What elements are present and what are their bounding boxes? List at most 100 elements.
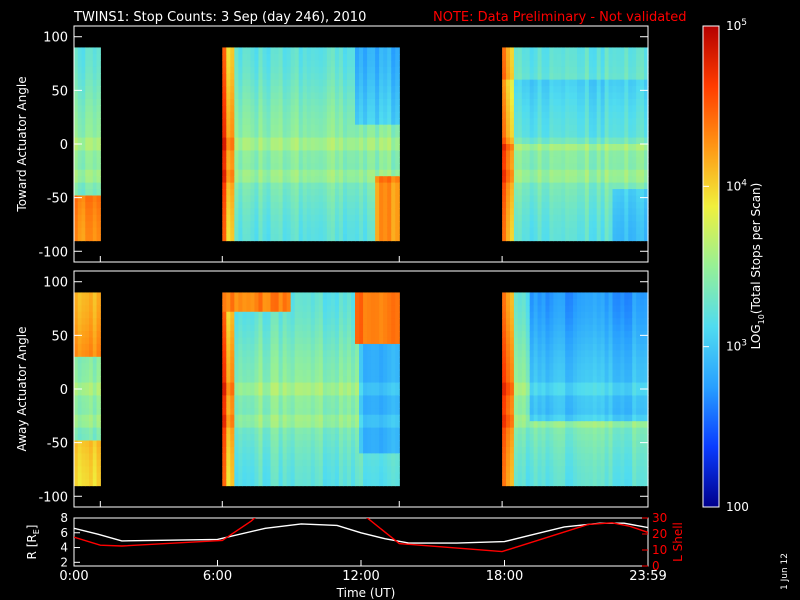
heatmap-cell [533, 47, 539, 55]
heatmap-cell [314, 414, 320, 422]
heatmap-cell [92, 376, 98, 384]
heatmap-cell [580, 150, 586, 158]
heatmap-cell [250, 208, 256, 216]
heatmap-cell [549, 311, 554, 319]
y-tick-label: -50 [47, 192, 68, 207]
heatmap-cell [584, 440, 590, 448]
heatmap-cell [89, 369, 94, 377]
heatmap-cell [355, 343, 360, 351]
heatmap-cell [604, 124, 610, 132]
heatmap-cell [533, 472, 539, 480]
heatmap-cell [580, 118, 586, 126]
heatmap-cell [545, 324, 551, 332]
heatmap-cell [502, 208, 507, 216]
heatmap-cell [230, 163, 235, 171]
heatmap-cell [509, 446, 515, 454]
heatmap-cell [351, 318, 356, 326]
heatmap-cell [537, 408, 543, 416]
heatmap-cell [600, 124, 606, 132]
heatmap-cell [557, 324, 562, 332]
heatmap-cell [600, 227, 606, 235]
heatmap-cell [363, 459, 368, 467]
heatmap-cell [238, 227, 243, 235]
heatmap-cell [92, 324, 98, 332]
heatmap-cell [282, 401, 288, 409]
heatmap-cell [342, 331, 348, 339]
heatmap-cell [541, 227, 547, 235]
heatmap-cell [620, 169, 625, 177]
heatmap-cell [342, 421, 348, 429]
heatmap-cell [513, 298, 519, 306]
heatmap-cell [521, 389, 527, 397]
heatmap-cell [310, 182, 316, 190]
heatmap-cell [81, 53, 86, 61]
heatmap-cell [584, 376, 590, 384]
heatmap-cell [506, 208, 511, 216]
heatmap-cell [363, 131, 368, 139]
heatmap-cell [395, 479, 400, 487]
heatmap-cell [234, 305, 239, 313]
heatmap-cell [580, 440, 586, 448]
heatmap-cell [561, 382, 566, 390]
heatmap-cell [577, 292, 582, 300]
heatmap-cell [250, 195, 256, 203]
heatmap-cell [569, 150, 574, 158]
heatmap-cell [222, 311, 227, 319]
heatmap-cell [222, 73, 227, 81]
heatmap-cell [342, 131, 348, 139]
heatmap-cell [226, 446, 231, 454]
heatmap-cell [616, 79, 621, 87]
heatmap-cell [355, 376, 360, 384]
heatmap-cell [338, 189, 344, 197]
heatmap-cell [330, 298, 336, 306]
heatmap-cell [355, 389, 360, 397]
heatmap-cell [521, 234, 527, 242]
heatmap-cell [322, 369, 328, 377]
heatmap-cell [592, 47, 598, 55]
heatmap-cell [395, 337, 400, 345]
heatmap-cell [355, 305, 360, 313]
heatmap-cell [545, 221, 551, 229]
heatmap-cell [644, 156, 649, 164]
heatmap-cell [513, 395, 519, 403]
heatmap-cell [557, 331, 562, 339]
heatmap-cell [632, 111, 637, 119]
heatmap-cell [286, 227, 292, 235]
heatmap-cell [367, 376, 372, 384]
heatmap-cell [314, 156, 320, 164]
heatmap-cell [250, 427, 256, 435]
heatmap-cell [85, 427, 90, 435]
heatmap-cell [254, 60, 260, 68]
heatmap-cell [262, 331, 268, 339]
heatmap-cell [226, 131, 231, 139]
heatmap-cell [517, 298, 523, 306]
heatmap-cell [74, 421, 79, 429]
heatmap-cell [318, 427, 324, 435]
heatmap-cell [553, 92, 558, 100]
heatmap-cell [608, 169, 614, 177]
heatmap-cell [592, 201, 598, 209]
heatmap-cell [557, 189, 562, 197]
heatmap-cell [238, 131, 243, 139]
heatmap-cell [351, 434, 356, 442]
heatmap-cell [326, 201, 332, 209]
heatmap-cell [302, 169, 308, 177]
heatmap-cell [85, 47, 90, 55]
heatmap-cell [573, 427, 578, 435]
heatmap-cell [326, 150, 332, 158]
heatmap-cell [294, 376, 300, 384]
heatmap-cell [355, 356, 360, 364]
heatmap-cell [262, 156, 268, 164]
heatmap-cell [577, 208, 582, 216]
heatmap-cell [310, 459, 316, 467]
heatmap-cell [258, 79, 264, 87]
heatmap-cell [553, 453, 558, 461]
heatmap-cell [363, 414, 368, 422]
heatmap-cell [517, 111, 523, 119]
heatmap-cell [533, 479, 539, 487]
heatmap-cell [624, 150, 629, 158]
heatmap-cell [624, 201, 629, 209]
heatmap-cell [246, 414, 252, 422]
heatmap-cell [363, 221, 368, 229]
heatmap-cell [250, 105, 256, 113]
